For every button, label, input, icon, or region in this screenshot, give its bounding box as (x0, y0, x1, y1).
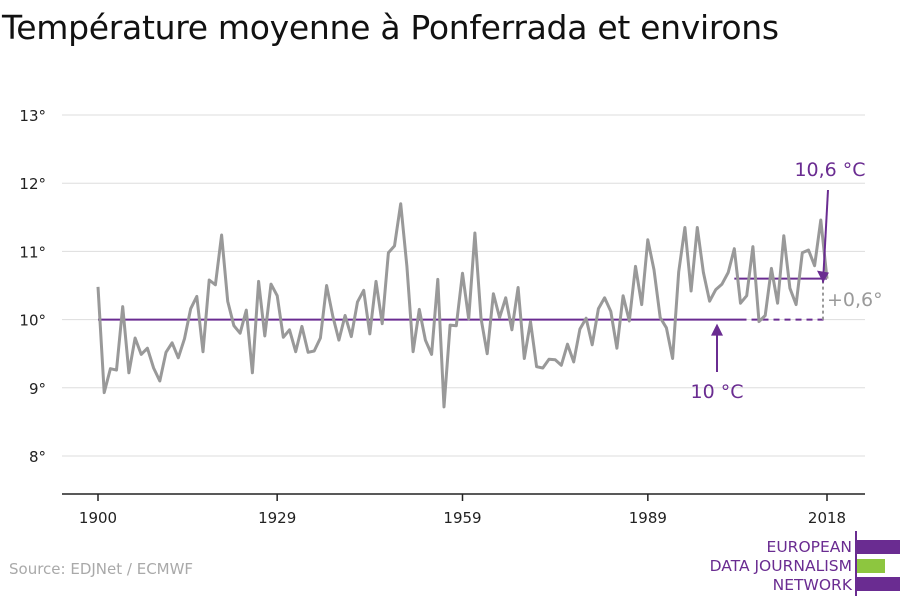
chart-title: Température moyenne à Ponferrada et envi… (2, 8, 779, 47)
edjnet-logo: EUROPEAN DATA JOURNALISM NETWORK (700, 531, 900, 596)
x-tick-label: 1989 (629, 509, 667, 527)
delta-label: +0,6° (827, 289, 883, 311)
y-tick-label: 8° (29, 448, 46, 466)
y-tick-label: 10° (19, 312, 46, 330)
logo-bar-3 (857, 577, 900, 591)
x-tick-label: 1929 (258, 509, 296, 527)
logo-bar-1 (857, 540, 900, 554)
x-tick-label: 1900 (79, 509, 117, 527)
annotations: +0,6° 10,6 °C 10 °C (691, 159, 883, 403)
recent-arrow-head (817, 270, 829, 283)
baseline-label: 10 °C (691, 381, 744, 403)
logo-line-3: NETWORK (772, 576, 852, 594)
logo-line-1: EUROPEAN (766, 538, 852, 556)
y-tick-label: 12° (19, 175, 46, 193)
logo-bar-2 (857, 559, 885, 573)
logo-rule (855, 531, 857, 596)
line-chart: 8° 9° 10° 11° 12° 13° 1900 1929 1959 1989 2018 +0… (19, 107, 883, 527)
recent-arrow-shaft (822, 189, 829, 283)
recent-average-label: 10,6 °C (794, 159, 865, 181)
baseline-arrow-head (711, 323, 723, 336)
y-tick-label: 11° (19, 243, 46, 261)
x-axis: 1900 1929 1959 1989 2018 (62, 493, 865, 527)
series-temperature (96, 202, 829, 409)
y-tick-label: 13° (19, 107, 46, 125)
y-tick-label: 9° (29, 380, 46, 398)
source-note: Source: EDJNet / ECMWF (9, 560, 194, 578)
x-tick-label: 2018 (808, 509, 846, 527)
x-tick-label: 1959 (443, 509, 481, 527)
y-axis-labels: 8° 9° 10° 11° 12° 13° (19, 107, 46, 466)
logo-line-2: DATA JOURNALISM (709, 557, 852, 575)
series-line (96, 202, 829, 409)
